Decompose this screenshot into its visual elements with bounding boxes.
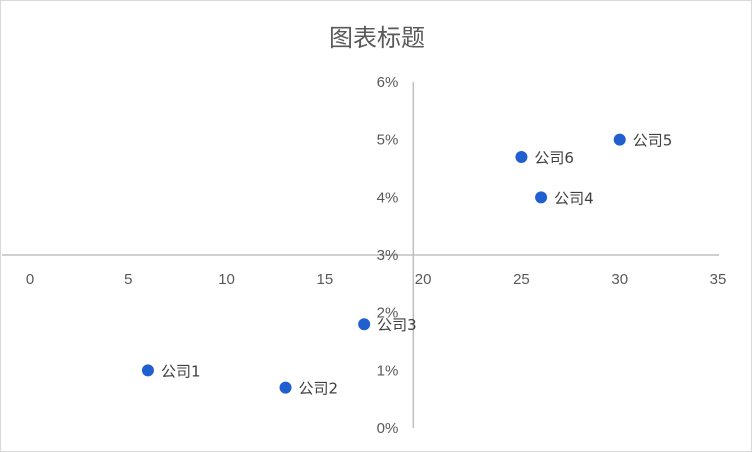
y-tick-label: 4% bbox=[377, 189, 399, 206]
data-label: 公司1 bbox=[161, 362, 201, 380]
data-point bbox=[279, 381, 292, 394]
y-tick-labels: 0% 1% 2% 3% 4% 5% 6% bbox=[377, 74, 399, 437]
x-tick-labels: 0 5 10 15 20 25 30 35 bbox=[26, 271, 727, 288]
y-tick-label: 5% bbox=[377, 132, 399, 149]
x-tick-label: 5 bbox=[124, 271, 132, 288]
data-label: 公司3 bbox=[377, 316, 417, 334]
x-tick-label: 30 bbox=[611, 271, 628, 288]
y-tick-label: 0% bbox=[377, 420, 399, 437]
chart-title: 图表标题 bbox=[329, 24, 425, 52]
axes bbox=[2, 82, 719, 428]
x-tick-label: 25 bbox=[513, 271, 530, 288]
x-tick-label: 15 bbox=[317, 271, 334, 288]
x-tick-label: 20 bbox=[415, 271, 432, 288]
x-tick-label: 0 bbox=[26, 271, 34, 288]
x-tick-label: 35 bbox=[710, 271, 727, 288]
data-point bbox=[515, 150, 528, 163]
y-tick-label: 3% bbox=[377, 247, 399, 264]
y-tick-label: 2% bbox=[377, 305, 399, 322]
data-points bbox=[141, 133, 626, 394]
y-tick-label: 6% bbox=[377, 74, 399, 91]
data-point bbox=[358, 318, 371, 331]
data-label: 公司2 bbox=[299, 380, 339, 398]
data-label: 公司6 bbox=[534, 149, 574, 167]
x-tick-label: 10 bbox=[218, 271, 235, 288]
data-point bbox=[141, 364, 154, 377]
data-label: 公司5 bbox=[633, 132, 673, 150]
data-label: 公司4 bbox=[554, 189, 594, 207]
data-point bbox=[535, 191, 548, 204]
data-point bbox=[613, 133, 626, 146]
y-tick-label: 1% bbox=[377, 362, 399, 379]
data-labels: 公司1 公司2 公司3 公司4 公司5 公司6 bbox=[161, 132, 672, 398]
